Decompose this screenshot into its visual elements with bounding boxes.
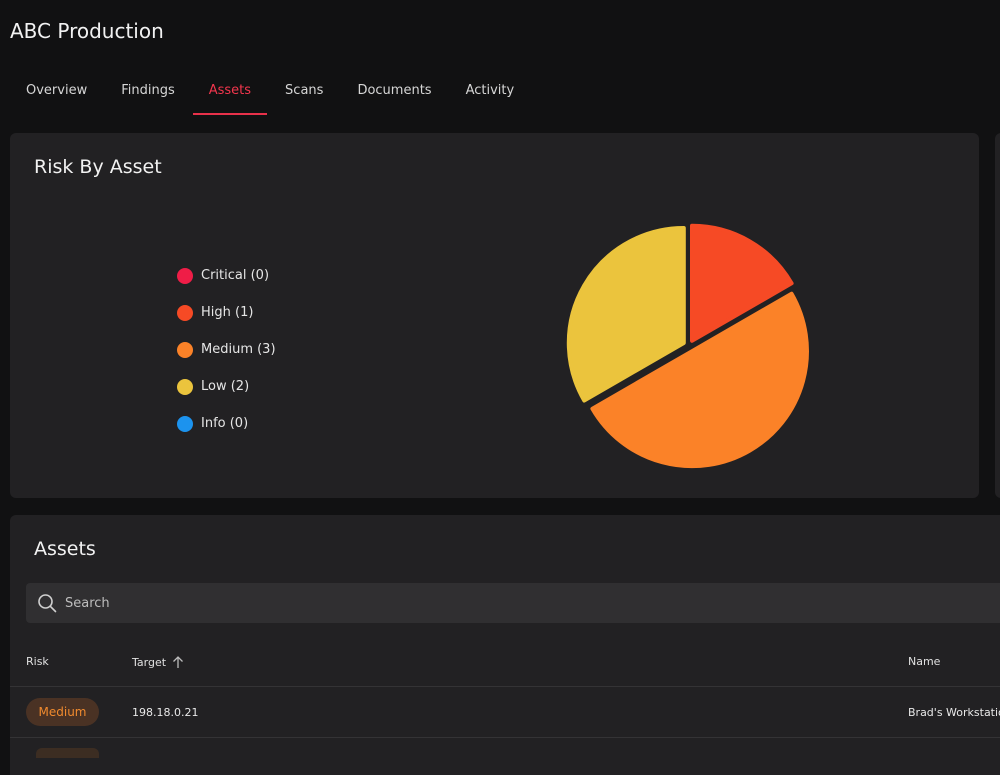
name-cell[interactable]: Brad's Workstation [908, 706, 1000, 719]
legend-label-medium: Medium (3) [201, 342, 276, 357]
legend-dot-medium [177, 341, 193, 358]
search-icon [37, 593, 57, 613]
legend-label-high: High (1) [201, 305, 254, 320]
legend-dot-critical [177, 267, 193, 284]
risk-badge: Medium [26, 698, 99, 726]
legend-item-high[interactable]: High (1) [177, 294, 276, 331]
assets-card-title: Assets [34, 538, 96, 560]
legend-item-critical[interactable]: Critical (0) [177, 257, 276, 294]
pie-slice-high[interactable] [690, 223, 794, 343]
legend-dot-high [177, 304, 193, 321]
column-header-name[interactable]: Name [908, 655, 941, 668]
legend-label-critical: Critical (0) [201, 268, 270, 283]
table-header: Risk Target Name [10, 641, 1000, 687]
tab-findings[interactable]: Findings [121, 83, 175, 98]
legend-item-medium[interactable]: Medium (3) [177, 331, 276, 368]
sort-ascending-icon[interactable] [172, 655, 184, 669]
search-bar [26, 583, 1000, 623]
column-header-target[interactable]: Target [132, 655, 184, 669]
column-header-target-label: Target [132, 655, 167, 669]
risk-legend: Critical (0) High (1) Medium (3) Low (2)… [177, 257, 276, 442]
legend-item-low[interactable]: Low (2) [177, 368, 276, 405]
pie-slice-medium[interactable] [590, 291, 809, 469]
legend-item-info[interactable]: Info (0) [177, 405, 276, 442]
risk-card-title: Risk By Asset [34, 156, 162, 178]
legend-label-low: Low (2) [201, 379, 250, 394]
tab-activity[interactable]: Activity [465, 83, 515, 98]
tab-bar: Overview Findings Assets Scans Documents… [10, 70, 532, 116]
legend-label-info: Info (0) [201, 416, 249, 431]
risk-by-asset-card: Risk By Asset Critical (0) High (1) Medi… [10, 133, 979, 498]
page-title: ABC Production [10, 19, 164, 43]
risk-pie-chart [566, 223, 809, 469]
column-header-risk[interactable]: Risk [26, 655, 49, 668]
table-row[interactable]: Medium 198.18.0.21 Brad's Workstation [10, 687, 1000, 738]
tab-documents[interactable]: Documents [357, 83, 432, 98]
legend-dot-info [177, 415, 193, 432]
side-panel-edge [995, 133, 1000, 498]
tab-assets[interactable]: Assets [192, 70, 268, 116]
target-cell[interactable]: 198.18.0.21 [132, 706, 199, 719]
pie-slice-low[interactable] [566, 226, 686, 403]
assets-card: Assets Risk Target Name Medium 198.18.0.… [10, 515, 1000, 775]
search-input[interactable] [63, 594, 867, 612]
legend-dot-low [177, 378, 193, 395]
tab-scans[interactable]: Scans [285, 83, 324, 98]
tab-overview[interactable]: Overview [26, 83, 88, 98]
